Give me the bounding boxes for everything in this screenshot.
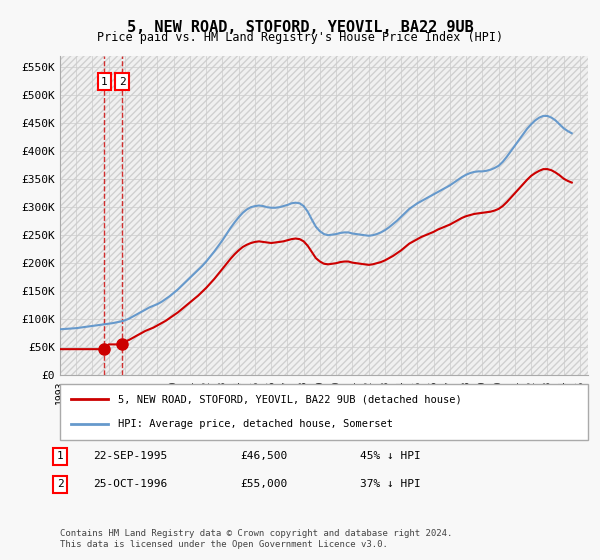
Text: 22-SEP-1995: 22-SEP-1995 xyxy=(93,451,167,461)
Text: Price paid vs. HM Land Registry's House Price Index (HPI): Price paid vs. HM Land Registry's House … xyxy=(97,31,503,44)
Text: 25-OCT-1996: 25-OCT-1996 xyxy=(93,479,167,489)
Text: 5, NEW ROAD, STOFORD, YEOVIL, BA22 9UB (detached house): 5, NEW ROAD, STOFORD, YEOVIL, BA22 9UB (… xyxy=(118,394,462,404)
Text: 5, NEW ROAD, STOFORD, YEOVIL, BA22 9UB: 5, NEW ROAD, STOFORD, YEOVIL, BA22 9UB xyxy=(127,20,473,35)
FancyBboxPatch shape xyxy=(60,384,588,440)
Text: £46,500: £46,500 xyxy=(240,451,287,461)
Text: 45% ↓ HPI: 45% ↓ HPI xyxy=(360,451,421,461)
Text: 1: 1 xyxy=(56,451,64,461)
Text: Contains HM Land Registry data © Crown copyright and database right 2024.
This d: Contains HM Land Registry data © Crown c… xyxy=(60,529,452,549)
Text: 2: 2 xyxy=(119,77,125,87)
Text: 1: 1 xyxy=(101,77,108,87)
Text: 37% ↓ HPI: 37% ↓ HPI xyxy=(360,479,421,489)
Text: HPI: Average price, detached house, Somerset: HPI: Average price, detached house, Some… xyxy=(118,419,393,429)
Text: 2: 2 xyxy=(56,479,64,489)
Text: £55,000: £55,000 xyxy=(240,479,287,489)
